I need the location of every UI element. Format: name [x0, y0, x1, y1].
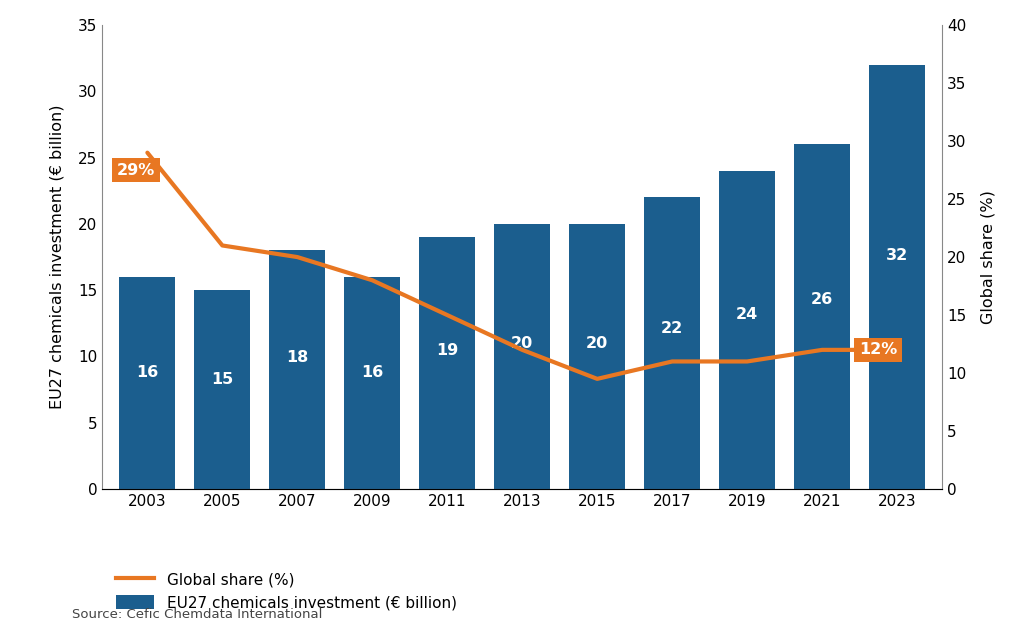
Text: 24: 24	[736, 307, 759, 322]
Text: 18: 18	[286, 350, 308, 366]
Text: 12%: 12%	[859, 342, 897, 357]
Text: 32: 32	[886, 248, 908, 263]
Bar	[569, 224, 626, 489]
Y-axis label: EU27 chemicals investment (€ billion): EU27 chemicals investment (€ billion)	[49, 105, 65, 409]
Bar	[195, 290, 251, 489]
Text: 19: 19	[436, 343, 459, 358]
Text: 20: 20	[511, 335, 534, 350]
Text: 16: 16	[136, 365, 159, 380]
Bar	[269, 250, 326, 489]
Text: 29%: 29%	[117, 162, 156, 177]
Bar	[794, 144, 850, 489]
Text: 20: 20	[586, 335, 608, 350]
Bar	[344, 277, 400, 489]
Y-axis label: Global share (%): Global share (%)	[980, 190, 995, 324]
Text: 26: 26	[811, 292, 834, 307]
Bar	[119, 277, 175, 489]
Bar	[644, 198, 700, 489]
Text: 15: 15	[211, 372, 233, 387]
Text: Source: Cefic Chemdata International: Source: Cefic Chemdata International	[72, 608, 323, 621]
Bar	[419, 237, 475, 489]
Bar	[869, 65, 926, 489]
Bar	[495, 224, 550, 489]
Text: 22: 22	[662, 321, 683, 336]
Legend: Global share (%), EU27 chemicals investment (€ billion): Global share (%), EU27 chemicals investm…	[110, 566, 463, 616]
Text: 16: 16	[361, 365, 383, 380]
Bar	[719, 171, 775, 489]
